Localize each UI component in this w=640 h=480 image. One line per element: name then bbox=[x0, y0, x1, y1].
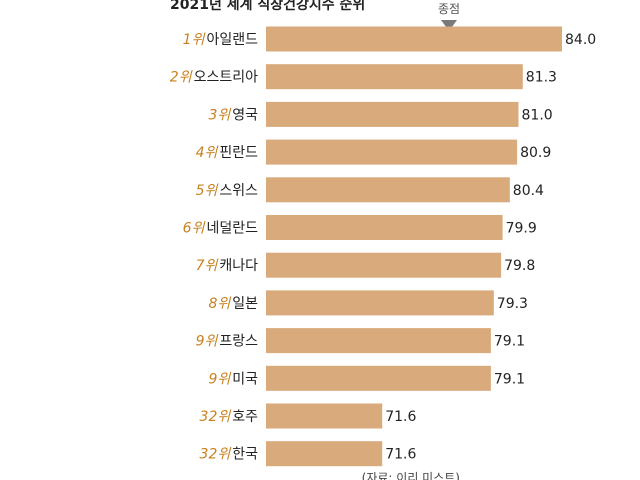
country-label: 한국 bbox=[232, 447, 258, 463]
country-label: 네덜란드 bbox=[206, 221, 258, 237]
category-label: 2위 오스트리아 bbox=[170, 70, 258, 86]
category-label: 5위 스위스 bbox=[196, 183, 259, 199]
rank-label: 8위 bbox=[208, 296, 231, 312]
category-label: 32위 호주 bbox=[200, 409, 259, 425]
category-label: 4위 핀란드 bbox=[196, 145, 259, 161]
rank-label: 3위 bbox=[208, 107, 231, 123]
value-label: 71.6 bbox=[385, 447, 416, 463]
country-label: 영국 bbox=[232, 107, 258, 123]
category-label: 3위 영국 bbox=[208, 107, 258, 123]
value-label: 79.9 bbox=[506, 221, 537, 237]
category-label: 8위 일본 bbox=[208, 296, 258, 312]
country-label: 호주 bbox=[232, 409, 258, 425]
bar bbox=[266, 290, 494, 316]
country-label: 스위스 bbox=[219, 183, 258, 199]
value-label: 81.3 bbox=[526, 70, 557, 86]
bar bbox=[266, 441, 383, 467]
value-column-header: 종점 bbox=[438, 2, 460, 16]
rank-label: 9위 bbox=[208, 371, 231, 387]
rank-label: 2위 bbox=[170, 70, 193, 86]
bar bbox=[266, 403, 383, 429]
source-note: (자료: 이리 미스트) bbox=[362, 471, 460, 480]
bar bbox=[266, 64, 523, 90]
value-label: 80.9 bbox=[520, 145, 551, 161]
value-label: 79.1 bbox=[494, 334, 525, 350]
value-label: 81.0 bbox=[522, 107, 553, 123]
value-label: 79.8 bbox=[504, 258, 535, 274]
country-label: 캐나다 bbox=[219, 258, 258, 274]
bar bbox=[266, 177, 510, 203]
country-label: 오스트리아 bbox=[194, 70, 259, 86]
bar bbox=[266, 215, 503, 240]
bar bbox=[266, 365, 491, 391]
category-label: 32위 한국 bbox=[200, 447, 259, 463]
rank-label: 9위 bbox=[196, 334, 219, 350]
rank-label: 32위 bbox=[200, 447, 232, 463]
rank-label: 6위 bbox=[183, 221, 206, 237]
category-label: 6위 네덜란드 bbox=[183, 221, 258, 237]
bar bbox=[266, 101, 519, 127]
rank-label: 5위 bbox=[196, 183, 219, 199]
country-label: 일본 bbox=[232, 296, 258, 312]
bar bbox=[266, 252, 502, 278]
category-label: 1위 아일랜드 bbox=[183, 32, 258, 48]
country-label: 핀란드 bbox=[219, 145, 258, 161]
value-label: 80.4 bbox=[513, 183, 544, 199]
value-label: 71.6 bbox=[385, 409, 416, 425]
country-label: 아일랜드 bbox=[206, 32, 258, 48]
bar-rows: 1위 아일랜드 84.0 2위 오스트리아 81.3 3위 영국 81.0 4위 핀란드 80.9 5위… bbox=[170, 26, 596, 467]
value-label: 79.1 bbox=[494, 371, 525, 387]
rank-label: 32위 bbox=[200, 409, 232, 425]
value-label: 84.0 bbox=[565, 32, 596, 48]
bar bbox=[266, 26, 562, 52]
value-label: 79.3 bbox=[497, 296, 528, 312]
rank-label: 1위 bbox=[183, 32, 206, 48]
category-label: 9위 프랑스 bbox=[196, 334, 259, 350]
bar bbox=[266, 328, 491, 354]
country-label: 미국 bbox=[232, 371, 258, 387]
chart-title: 2021년 세계 직장건강지수 순위 bbox=[170, 0, 365, 13]
triangle-down-icon bbox=[441, 20, 457, 31]
category-label: 9위 미국 bbox=[208, 371, 258, 387]
bar bbox=[266, 139, 518, 165]
country-label: 프랑스 bbox=[219, 334, 258, 350]
category-label: 7위 캐나다 bbox=[196, 258, 259, 274]
rank-label: 4위 bbox=[196, 145, 219, 161]
rank-label: 7위 bbox=[196, 258, 219, 274]
